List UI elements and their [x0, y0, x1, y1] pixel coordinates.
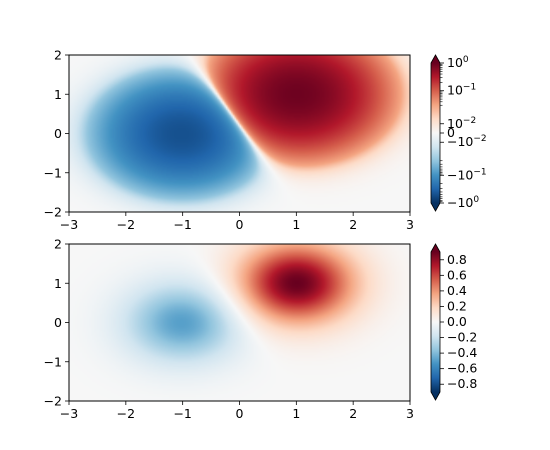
colorbar-tick-label: 0.6 — [447, 267, 467, 282]
top-colorbar-body — [431, 63, 440, 203]
x-tick-label: −3 — [60, 406, 78, 421]
colorbar-tick-label: 0.8 — [447, 252, 467, 267]
x-tick-label: 1 — [292, 217, 300, 232]
colorbar-tick-label: −10−1 — [447, 167, 487, 182]
colorbar-tick-label: −0.6 — [447, 361, 477, 376]
colorbar-tick-label: −0.4 — [447, 345, 477, 360]
colorbar-tick-label: −0.8 — [447, 376, 477, 391]
top-y-ticks: −2 −1 0 1 2 — [44, 48, 69, 220]
top-x-ticks: −3 −2 −1 0 1 2 3 — [60, 212, 414, 232]
x-tick-label: −2 — [117, 217, 135, 232]
bottom-heatmap-image — [69, 244, 410, 401]
x-tick-label: −1 — [173, 406, 191, 421]
bottom-x-ticks: −3 −2 −1 0 1 2 3 — [60, 401, 414, 421]
top-colorbar-extend-max — [431, 55, 440, 63]
colorbar-tick-label: 0 — [447, 125, 455, 140]
bottom-y-ticks: −2 −1 0 1 2 — [44, 237, 69, 409]
colorbar-tick-label: 0.0 — [447, 314, 467, 329]
top-colorbar-extend-min — [431, 203, 440, 211]
colorbar-tick-label: −100 — [447, 195, 479, 210]
x-tick-label: 0 — [236, 217, 244, 232]
colorbar-tick-label: 0.2 — [447, 298, 467, 313]
x-tick-label: −1 — [173, 217, 191, 232]
y-tick-label: −2 — [44, 394, 62, 409]
x-tick-label: 2 — [349, 217, 357, 232]
bottom-colorbar-extend-min — [431, 392, 440, 400]
bottom-colorbar: 0.80.60.40.20.0−0.2−0.4−0.6−0.8 — [430, 243, 477, 401]
y-tick-label: 0 — [54, 126, 62, 141]
x-tick-label: 2 — [349, 406, 357, 421]
x-tick-label: 0 — [236, 406, 244, 421]
colorbar-tick-label: 100 — [447, 55, 469, 70]
y-tick-label: 1 — [54, 276, 62, 291]
x-tick-label: 3 — [406, 406, 414, 421]
top-heatmap-image — [69, 55, 410, 212]
x-tick-label: −2 — [117, 406, 135, 421]
colorbar-tick-label: 10−1 — [447, 83, 476, 98]
y-tick-label: 0 — [54, 315, 62, 330]
x-tick-label: −3 — [60, 217, 78, 232]
top-colorbar-minor-ticks — [440, 63, 443, 203]
bottom-colorbar-body — [431, 252, 440, 392]
y-tick-label: −1 — [44, 354, 62, 369]
y-tick-label: −1 — [44, 165, 62, 180]
colorbar-tick-label: 0.4 — [447, 283, 467, 298]
y-tick-label: 1 — [54, 87, 62, 102]
bottom-colorbar-ticks: 0.80.60.40.20.0−0.2−0.4−0.6−0.8 — [440, 252, 477, 391]
bottom-colorbar-extend-max — [431, 244, 440, 252]
x-tick-label: 3 — [406, 217, 414, 232]
colorbar-tick-label: −10−2 — [447, 134, 487, 149]
x-tick-label: 1 — [292, 406, 300, 421]
bottom-colorbar-outline — [430, 243, 441, 401]
y-tick-label: −2 — [44, 205, 62, 220]
colorbar-tick-label: −0.2 — [447, 330, 477, 345]
y-tick-label: 2 — [54, 48, 62, 63]
y-tick-label: 2 — [54, 237, 62, 252]
